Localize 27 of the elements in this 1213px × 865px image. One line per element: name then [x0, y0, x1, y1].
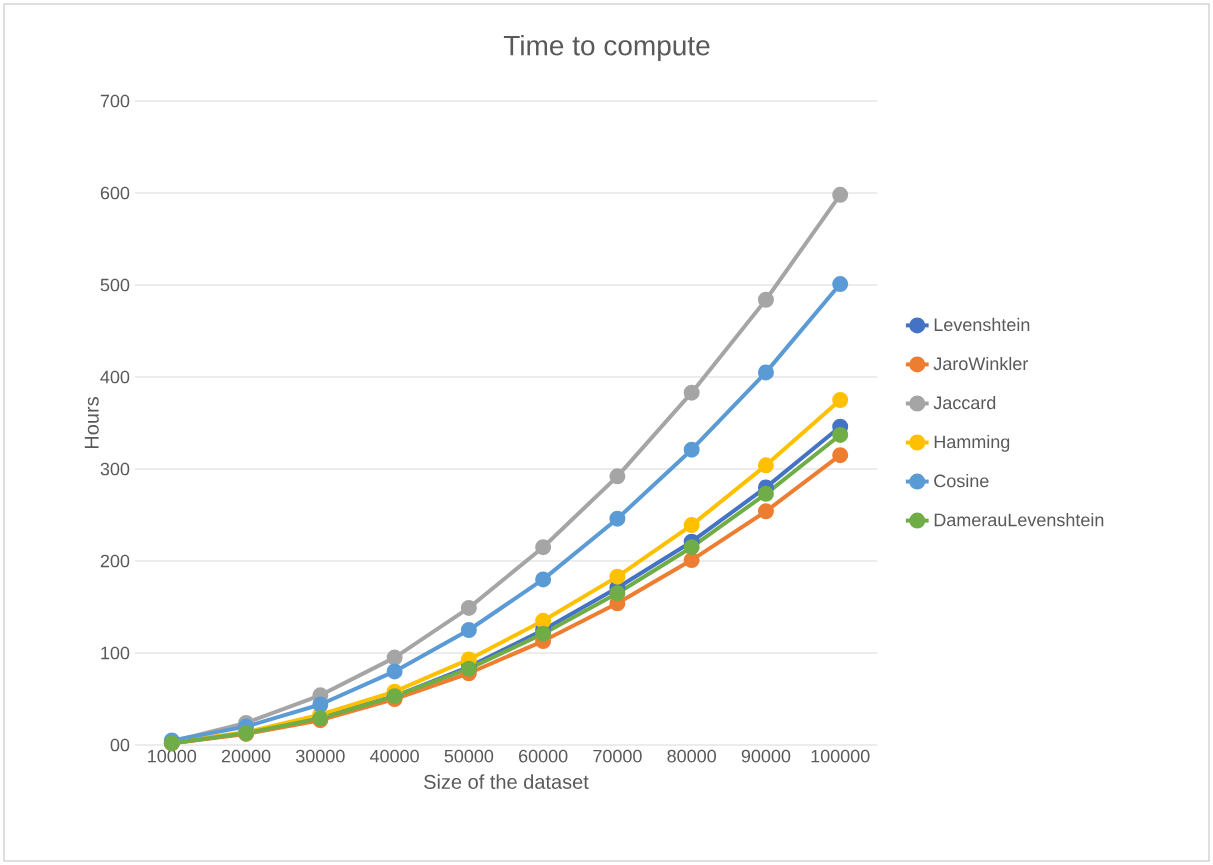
legend-label: Hamming — [934, 435, 1010, 452]
x-tick-label: 100000 — [811, 749, 870, 763]
y-axis-title: Hours — [84, 397, 99, 449]
x-axis-title: Size of the dataset — [424, 774, 589, 789]
x-tick-label: 90000 — [741, 749, 791, 763]
chart-title: Time to compute — [503, 34, 710, 62]
x-tick-label: 80000 — [667, 749, 716, 763]
x-tick-label: 40000 — [369, 749, 419, 763]
legend-label: Levenshtein — [934, 317, 1030, 332]
y-tick-label: 700 — [100, 94, 130, 108]
x-tick-label: 20000 — [221, 749, 271, 763]
y-tick-label: 300 — [100, 462, 130, 476]
y-tick-label: 600 — [100, 186, 130, 200]
y-tick-label: 500 — [100, 278, 130, 292]
x-tick-label: 70000 — [593, 749, 642, 763]
x-tick-label: 50000 — [444, 749, 494, 763]
legend-label: Jaccard — [933, 395, 996, 410]
y-tick-label: 100 — [101, 646, 130, 660]
legend-label: Cosine — [934, 474, 989, 488]
legend-label: JaroWinkler — [933, 356, 1028, 371]
y-tick-label: 200 — [100, 554, 130, 568]
y-tick-label: 00 — [110, 738, 130, 752]
legend-label: DamerauLevenshtein — [934, 513, 1104, 527]
x-tick-label: 60000 — [519, 749, 568, 763]
x-tick-label: 30000 — [296, 749, 345, 763]
x-tick-label: 10000 — [148, 749, 197, 763]
y-tick-label: 400 — [100, 370, 130, 384]
